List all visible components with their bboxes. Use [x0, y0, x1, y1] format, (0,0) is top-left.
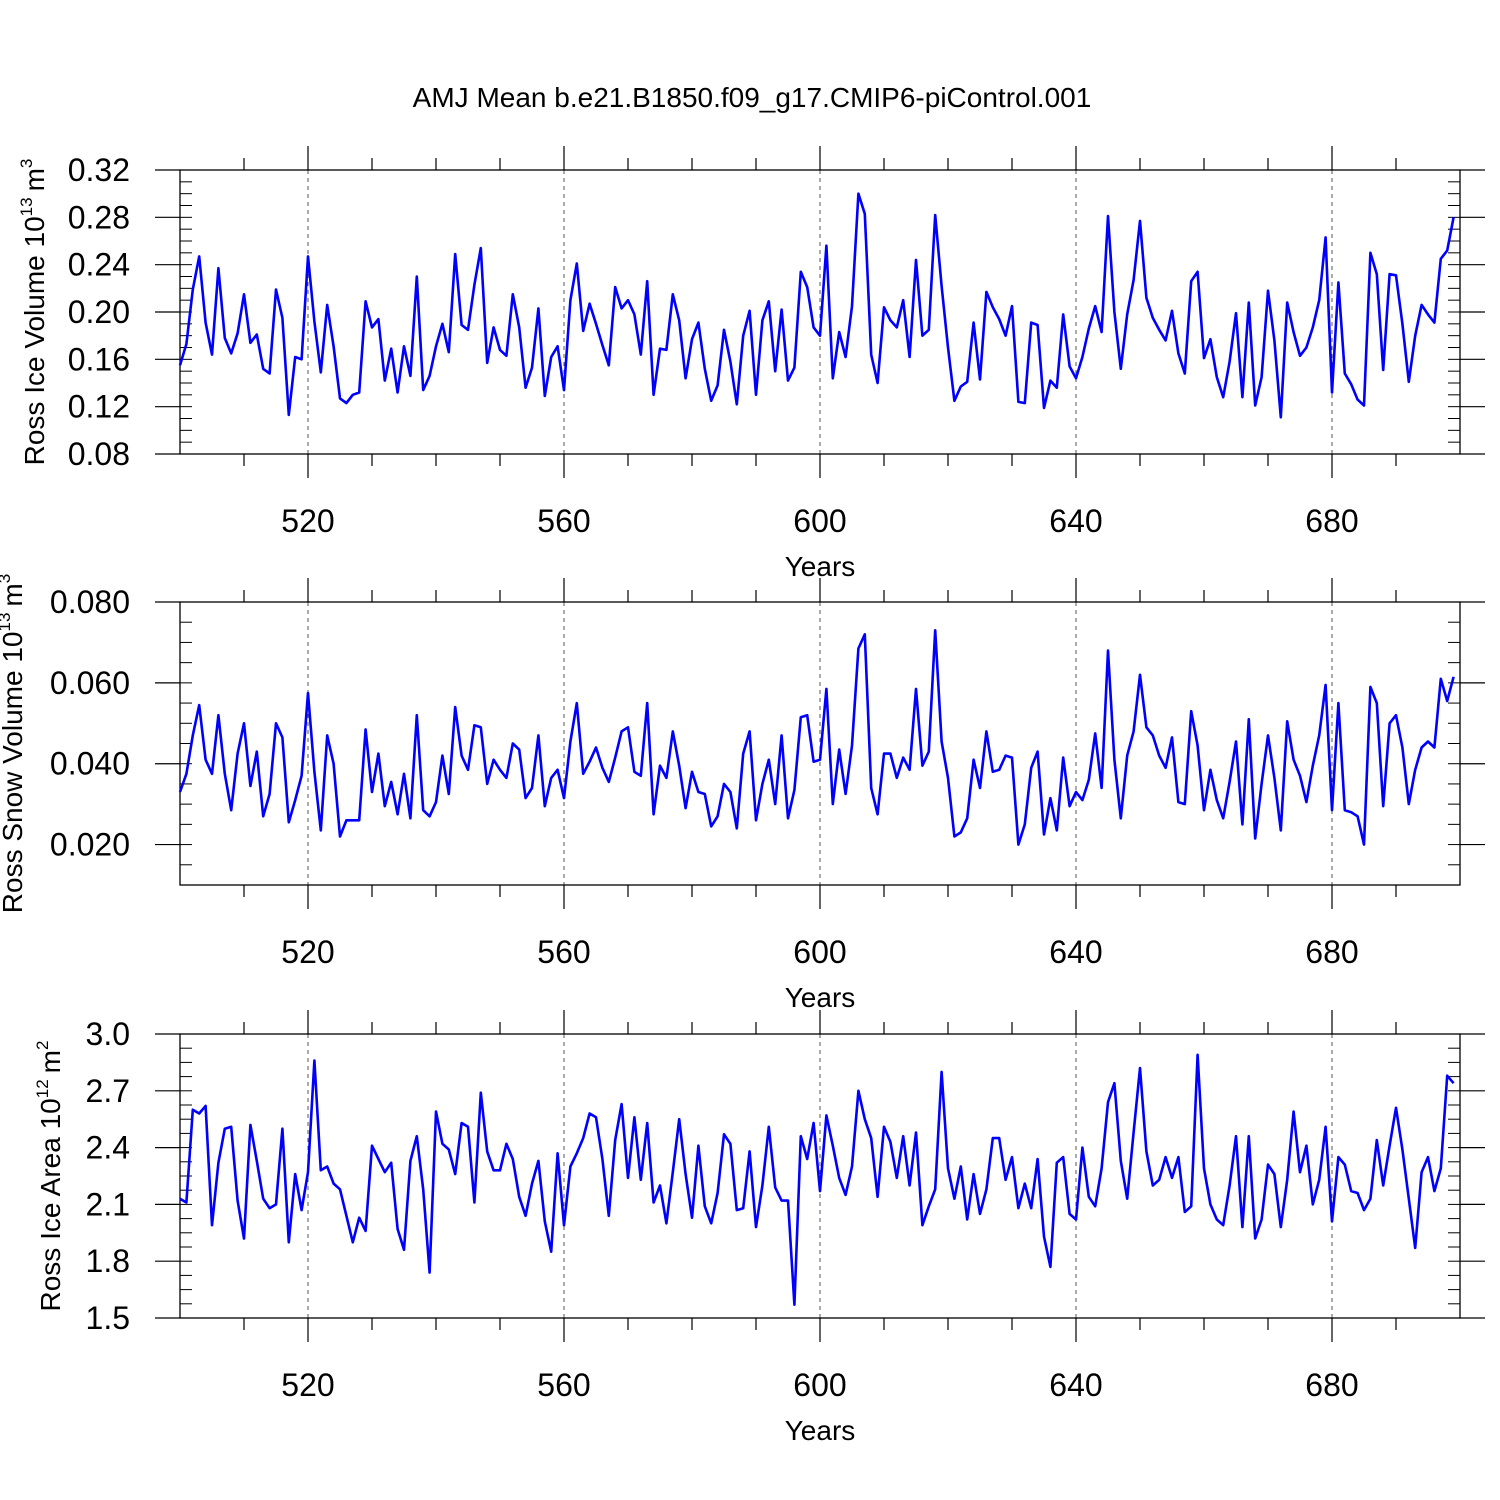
- y-tick-label: 0.28: [68, 199, 130, 235]
- panel-1: 520 560 600 640 680 0.08 0.12 0.16 0.20 0.24 0.28 0…: [17, 146, 1485, 582]
- panel-3: 520 560 600 640 680 1.5 1.8 2.1 2.4 2.7 3.0 Years Ro…: [33, 1010, 1485, 1446]
- y-tick-label: 0.060: [50, 665, 130, 701]
- y-label-part-ylabel_unit: m: [0, 583, 28, 606]
- x-tick-label: 640: [1049, 503, 1102, 539]
- y-label-part-ylabel_exp: 13: [17, 197, 36, 216]
- series-line: [178, 192, 1455, 419]
- x-tick-label: 680: [1305, 503, 1358, 539]
- y-label-part-ylabel: Ross Ice Volume: [19, 255, 50, 465]
- y-label-part-ylabel_exp: 12: [33, 1079, 52, 1098]
- x-tick-label: 520: [281, 503, 334, 539]
- y-label-space: [19, 247, 50, 255]
- y-label-part-ylabel_unit_exp: 2: [33, 1041, 52, 1050]
- x-tick-label: 600: [793, 503, 846, 539]
- series-line: [179, 1053, 1455, 1306]
- panel-2: 520 560 600 640 680 0.020 0.040 0.060 0.080 Years…: [0, 574, 1485, 1013]
- x-tick-label: 560: [537, 1367, 590, 1403]
- x-tick-label: 640: [1049, 934, 1102, 970]
- x-tick-label: 600: [793, 1367, 846, 1403]
- x-tick-label: 640: [1049, 1367, 1102, 1403]
- y-tick-label: 0.12: [68, 389, 130, 425]
- y-tick-label: 2.1: [86, 1186, 130, 1222]
- y-label-part-ylabel_base: 10: [0, 631, 28, 662]
- y-axis-label: Ross Ice Area 1012 m2: [33, 1041, 66, 1312]
- x-axis-label: Years: [785, 551, 856, 582]
- y-tick-label: 0.020: [50, 827, 130, 863]
- y-tick-label: 0.20: [68, 294, 130, 330]
- x-axis-label: Years: [785, 1415, 856, 1446]
- y-label-part-ylabel: Ross Snow Volume: [0, 670, 28, 913]
- y-label-part-ylabel_base: 10: [19, 216, 50, 247]
- x-tick-label: 520: [281, 934, 334, 970]
- y-label-part-ylabel_unit: m: [19, 168, 50, 191]
- y-label-part-ylabel_exp: 13: [0, 613, 14, 632]
- x-tick-label: 520: [281, 1367, 334, 1403]
- y-axis-label: Ross Snow Volume 1013 m3: [0, 574, 28, 913]
- y-tick-label: 0.16: [68, 341, 130, 377]
- y-label-part-ylabel_base: 10: [35, 1098, 66, 1129]
- y-tick-label: 0.040: [50, 746, 130, 782]
- y-label-space: [35, 1129, 66, 1137]
- y-tick-label: 1.5: [86, 1300, 130, 1336]
- y-tick-label: 2.7: [86, 1073, 130, 1109]
- x-axis-label: Years: [785, 982, 856, 1013]
- y-label-part-ylabel: Ross Ice Area: [35, 1137, 66, 1312]
- y-tick-label: 2.4: [86, 1130, 130, 1166]
- y-label-part-ylabel_unit_exp: 3: [17, 159, 36, 168]
- x-tick-label: 680: [1305, 1367, 1358, 1403]
- figure-title: AMJ Mean b.e21.B1850.f09_g17.CMIP6-piCon…: [413, 82, 1092, 113]
- y-tick-label: 1.8: [86, 1243, 130, 1279]
- y-label-space: [0, 663, 28, 671]
- y-axis-label: Ross Ice Volume 1013 m3: [17, 159, 50, 466]
- x-tick-label: 560: [537, 934, 590, 970]
- y-tick-label: 0.08: [68, 436, 130, 472]
- x-tick-label: 560: [537, 503, 590, 539]
- y-label-part-ylabel_unit_exp: 3: [0, 574, 14, 583]
- y-tick-label: 0.24: [68, 247, 130, 283]
- series-line: [178, 628, 1455, 846]
- y-tick-label: 0.32: [68, 152, 130, 188]
- y-tick-label: 3.0: [86, 1016, 130, 1052]
- y-tick-label: 0.080: [50, 584, 130, 620]
- x-tick-label: 680: [1305, 934, 1358, 970]
- y-label-part-ylabel_unit: m: [35, 1050, 66, 1073]
- x-tick-label: 600: [793, 934, 846, 970]
